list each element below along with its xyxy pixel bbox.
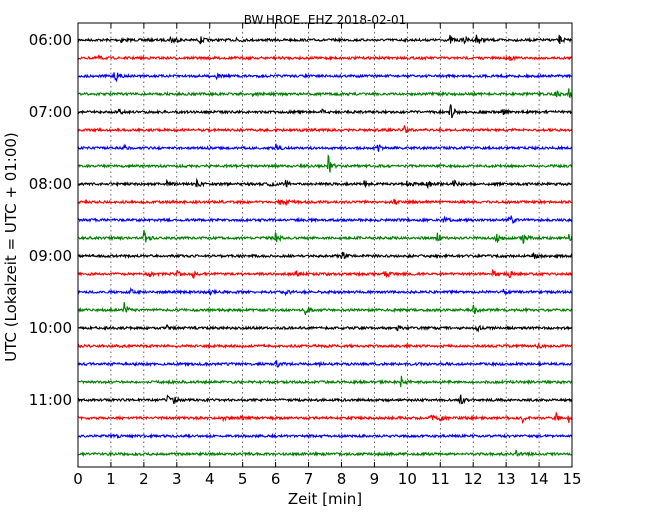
seismic-trace (77, 143, 573, 152)
y-axis-label: UTC (Lokalzeit = UTC + 01:00) (2, 132, 20, 362)
x-tick-label: 10 (398, 470, 417, 488)
seismic-trace (77, 360, 573, 368)
x-axis-label: Zeit [min] (288, 490, 362, 508)
y-tick-label: 07:00 (29, 103, 72, 121)
x-tick-label: 3 (172, 470, 182, 488)
seismic-trace (77, 251, 573, 260)
seismic-trace (77, 268, 573, 279)
seismic-trace (77, 449, 573, 458)
x-tick-label: 5 (238, 470, 248, 488)
seismic-trace (77, 154, 573, 173)
x-tick-label: 11 (431, 470, 450, 488)
seismic-trace (77, 88, 573, 99)
x-tick-label: 14 (530, 470, 549, 488)
x-tick-label: 13 (497, 470, 516, 488)
x-tick-label: 15 (562, 470, 581, 488)
seismic-trace (77, 287, 573, 297)
seismic-trace (77, 72, 572, 83)
seismic-trace (77, 34, 573, 45)
y-tick-label: 11:00 (29, 391, 72, 409)
x-tick-label: 7 (304, 470, 314, 488)
grid (110, 23, 540, 467)
seismic-trace (77, 411, 573, 424)
y-tick-label: 08:00 (29, 175, 72, 193)
seismic-trace (77, 432, 573, 440)
y-tick-label: 09:00 (29, 247, 72, 265)
x-tick-label: 2 (139, 470, 149, 488)
seismic-trace (77, 177, 573, 190)
seismic-trace (77, 394, 573, 405)
seismic-trace (77, 229, 573, 244)
x-tick-label: 4 (205, 470, 215, 488)
x-tick-label: 1 (106, 470, 116, 488)
seismic-trace (77, 104, 573, 119)
x-tick-label: 12 (464, 470, 483, 488)
x-tick-label: 8 (337, 470, 347, 488)
plot-frame (77, 22, 573, 468)
x-tick-label: 9 (370, 470, 380, 488)
seismic-trace (77, 302, 573, 316)
chart-title: BW.HROE..EHZ 2018-02-01 (244, 13, 407, 27)
y-tick-label: 10:00 (29, 319, 72, 337)
x-tick-label: 6 (271, 470, 281, 488)
seismic-trace (77, 198, 573, 206)
x-tick-label: 0 (73, 470, 83, 488)
seismic-trace (77, 215, 573, 224)
traces (77, 34, 573, 458)
seismic-trace (77, 324, 573, 333)
seismic-trace (77, 54, 573, 62)
seismic-trace (77, 375, 573, 388)
seismic-trace (77, 125, 573, 134)
seismic-trace (77, 342, 572, 350)
ticks: 0 1 2 3 4 5 6 7 8 9 10 11 12 13 14 1506:0007:0008:0009:… (29, 23, 582, 488)
y-tick-label: 06:00 (29, 31, 72, 49)
